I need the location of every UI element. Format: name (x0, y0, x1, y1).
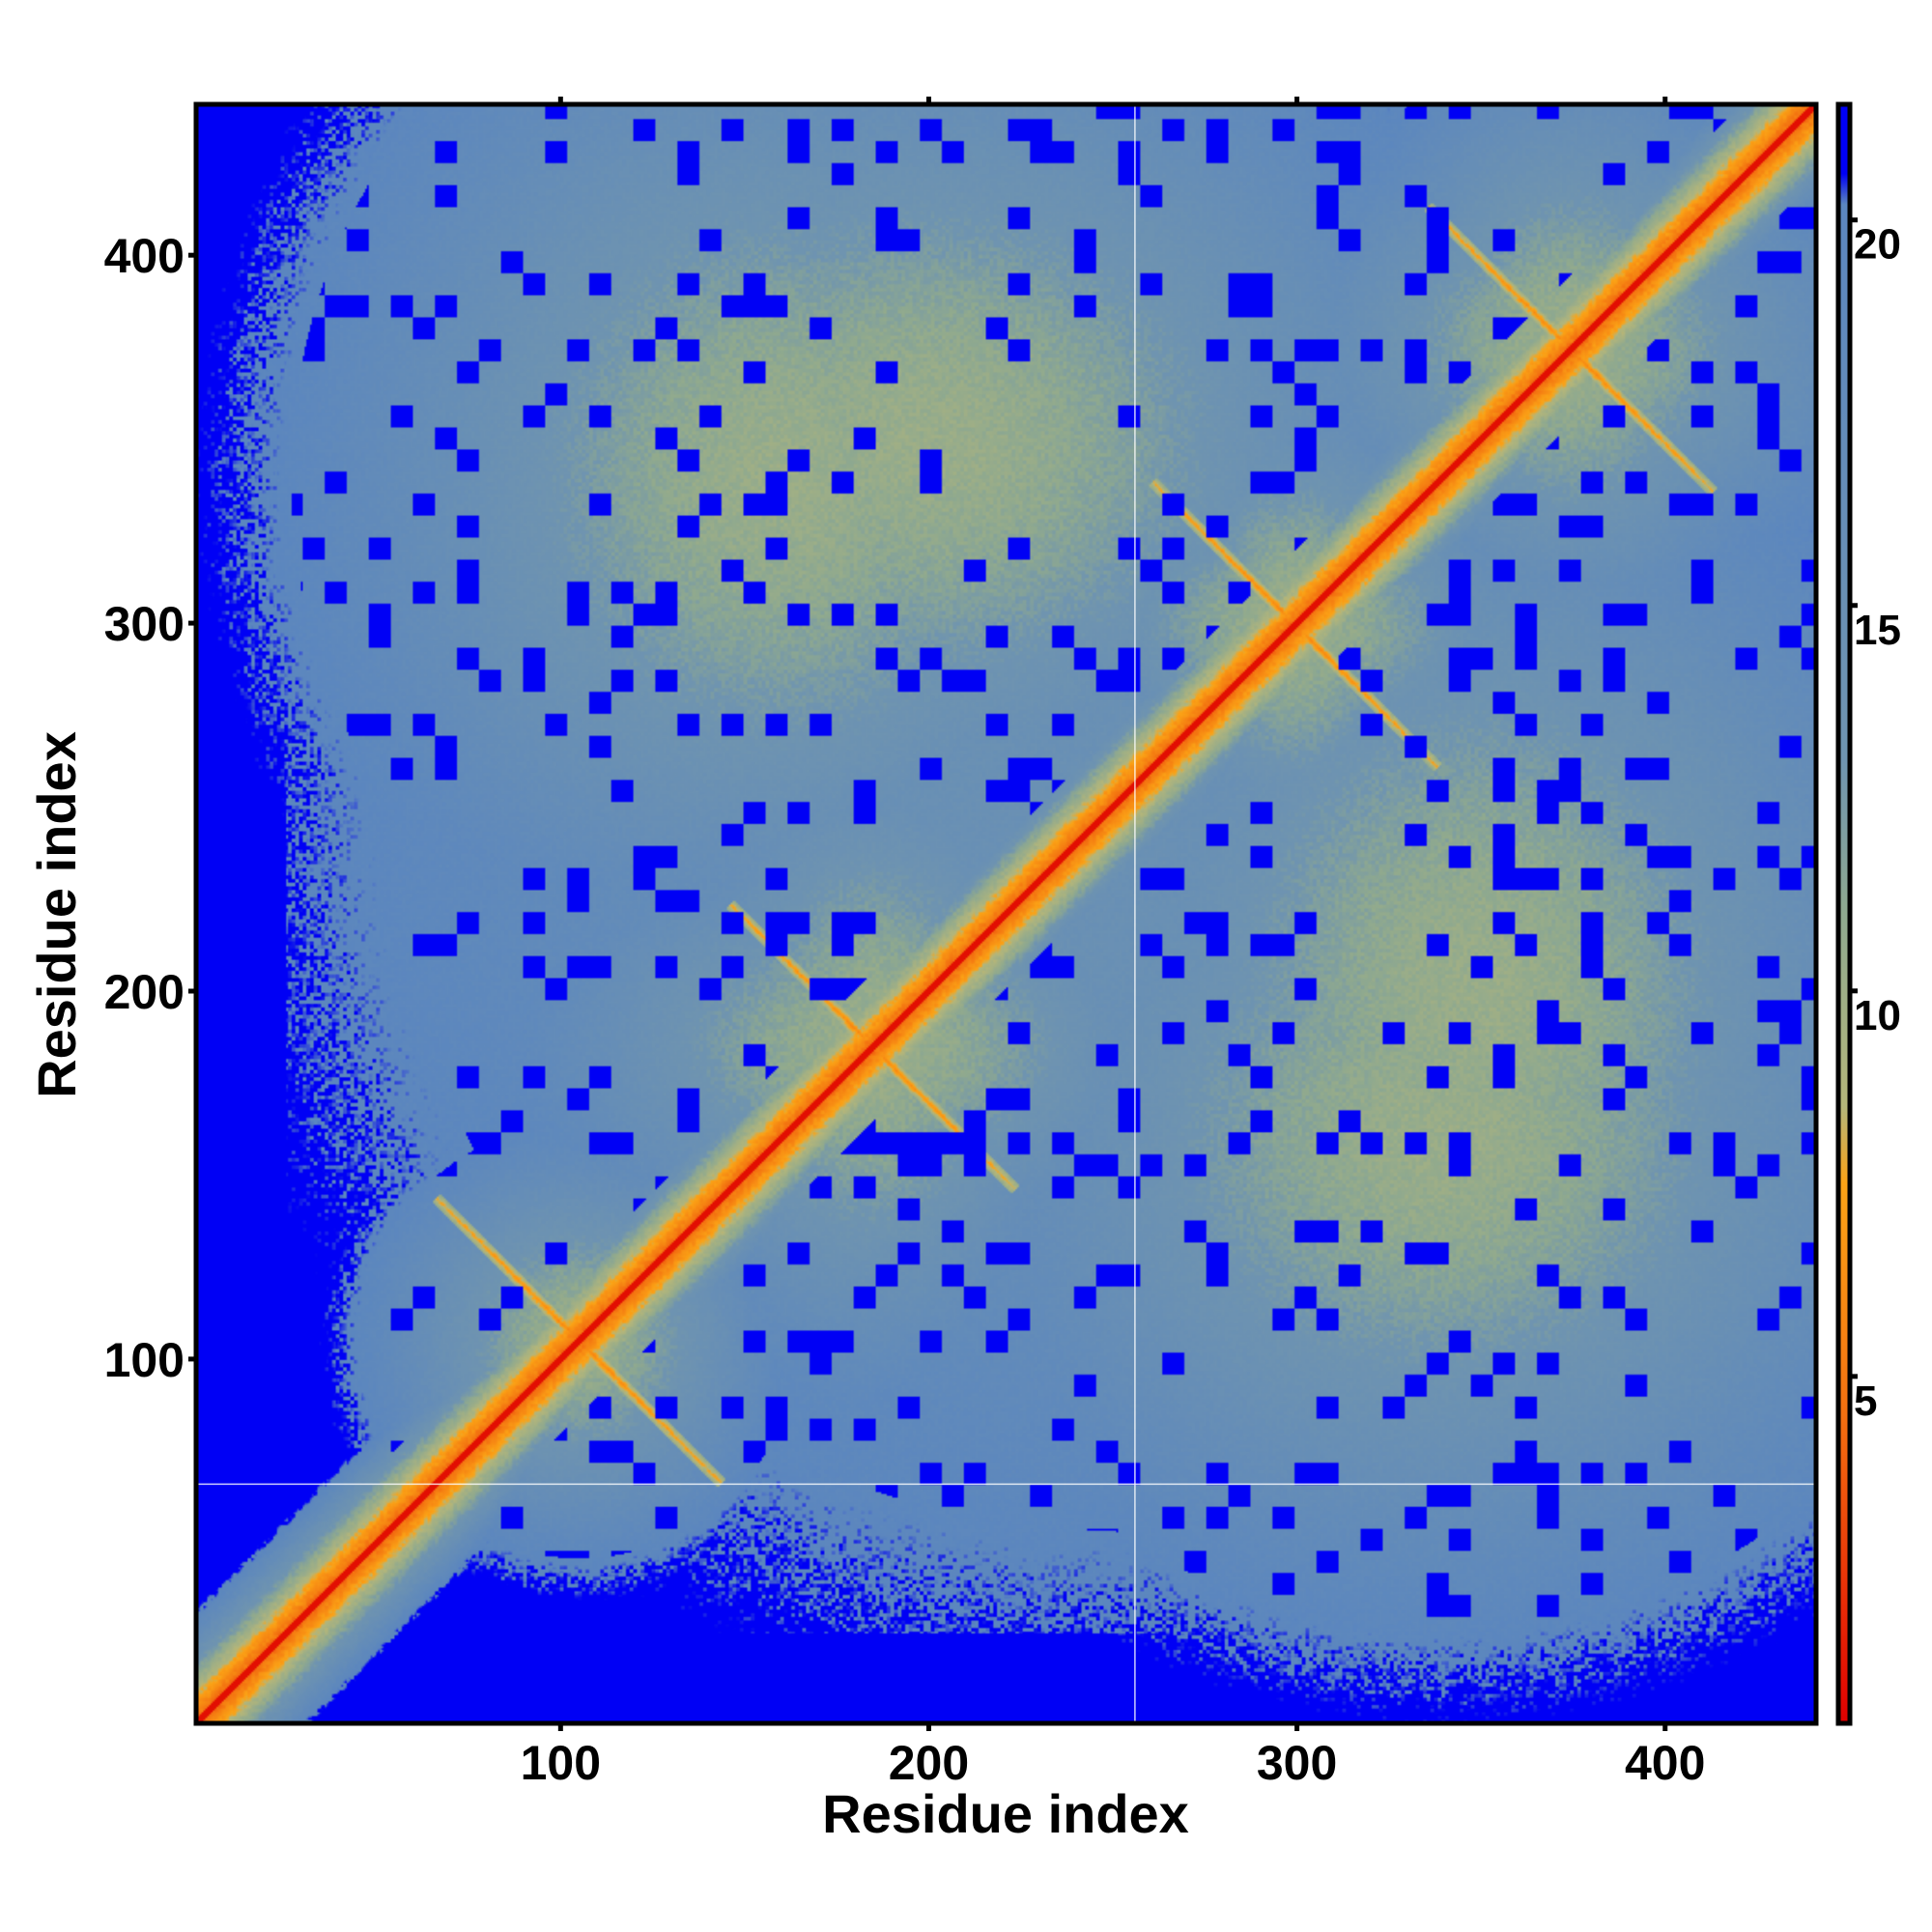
y-tick-label: 100 (104, 1333, 185, 1387)
colorbar-gradient (1835, 101, 1853, 1726)
heatmap-image (196, 104, 1816, 1723)
x-axis-title: Residue index (822, 1783, 1189, 1844)
reference-lines (196, 104, 1816, 1723)
colorbar-tick-label: 20 (1854, 221, 1901, 269)
colorbar-tick-label: 15 (1854, 607, 1901, 654)
y-tick-label: 300 (104, 597, 185, 651)
colorbar: 5 10 15 20 (1835, 101, 1901, 1726)
x-axis: 100 200 300 400 (521, 97, 1705, 1790)
colorbar-tick-label: 5 (1854, 1378, 1877, 1425)
colorbar-tick-label: 10 (1854, 992, 1901, 1039)
plot-frame (193, 101, 1819, 1726)
x-tick-label: 100 (521, 1736, 601, 1790)
x-tick-label: 400 (1625, 1736, 1705, 1790)
heatmap-area (196, 104, 1816, 1723)
y-axis-title: Residue index (26, 731, 87, 1098)
y-tick-label: 400 (104, 229, 185, 283)
y-axis: 100 200 300 400 (104, 229, 196, 1387)
x-tick-label: 200 (889, 1736, 969, 1790)
x-tick-label: 300 (1257, 1736, 1337, 1790)
y-tick-label: 200 (104, 965, 185, 1019)
